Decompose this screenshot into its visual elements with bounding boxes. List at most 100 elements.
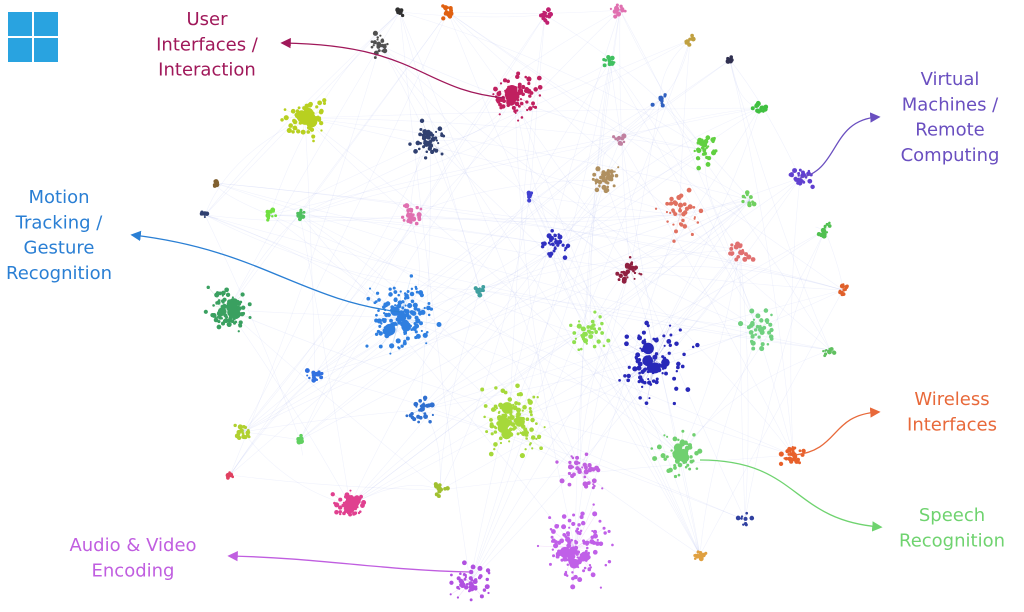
node <box>793 176 798 181</box>
node <box>530 417 535 423</box>
node <box>825 231 829 234</box>
node <box>528 443 532 446</box>
node <box>707 145 710 148</box>
node <box>543 426 546 429</box>
node <box>376 36 379 39</box>
node <box>304 103 310 109</box>
node <box>606 185 610 189</box>
node <box>487 571 491 575</box>
node <box>633 265 638 270</box>
edge <box>629 269 635 280</box>
node <box>502 78 508 83</box>
node <box>591 486 595 490</box>
node <box>433 482 438 487</box>
node <box>526 108 529 112</box>
node <box>714 149 718 153</box>
edge <box>419 329 591 411</box>
node <box>280 118 284 122</box>
node <box>297 217 302 222</box>
node <box>652 354 658 360</box>
node <box>594 330 598 335</box>
node <box>577 348 581 352</box>
node <box>628 255 632 259</box>
node <box>586 325 591 329</box>
edge <box>214 182 631 271</box>
node <box>239 300 243 304</box>
node <box>539 446 543 451</box>
node <box>679 222 684 227</box>
edge <box>554 199 751 246</box>
node <box>592 503 595 506</box>
node <box>750 106 755 111</box>
node <box>410 287 414 291</box>
node <box>397 346 400 349</box>
node <box>414 315 419 320</box>
edge <box>824 222 830 231</box>
edge <box>579 469 595 487</box>
node <box>681 218 685 223</box>
node <box>317 116 322 121</box>
node <box>529 91 534 95</box>
node <box>763 104 769 110</box>
node <box>587 463 592 468</box>
node <box>404 203 410 209</box>
arrow <box>794 407 881 456</box>
edge <box>529 194 794 456</box>
node <box>607 559 612 564</box>
node <box>581 466 584 469</box>
edge <box>529 99 661 196</box>
node <box>206 285 210 290</box>
node <box>690 37 694 41</box>
node <box>678 328 682 332</box>
node <box>590 572 596 578</box>
node <box>827 224 832 228</box>
node <box>643 338 646 342</box>
node <box>767 330 772 335</box>
edge <box>604 179 746 521</box>
edge <box>379 44 761 331</box>
node <box>506 79 510 83</box>
node <box>789 173 794 178</box>
node <box>470 578 474 582</box>
node <box>742 256 748 262</box>
node <box>578 531 582 536</box>
node <box>801 170 805 175</box>
arrow <box>130 230 401 313</box>
edge <box>399 249 741 319</box>
node <box>638 371 641 375</box>
node <box>549 238 553 243</box>
node <box>664 371 668 376</box>
node <box>592 344 597 349</box>
node <box>296 211 300 216</box>
node <box>382 318 387 324</box>
node <box>753 328 758 332</box>
node <box>520 116 524 119</box>
node <box>567 471 572 476</box>
node <box>574 337 577 340</box>
node <box>396 304 400 308</box>
edge <box>675 204 681 216</box>
node <box>604 563 608 567</box>
node <box>516 392 521 397</box>
edge <box>314 14 546 376</box>
node <box>673 212 678 217</box>
edge <box>229 214 411 476</box>
node <box>583 484 589 489</box>
node <box>582 462 587 468</box>
node <box>435 139 439 142</box>
node <box>413 401 419 407</box>
edge <box>739 249 749 521</box>
node <box>524 433 529 437</box>
node <box>662 334 666 338</box>
edge <box>214 182 741 251</box>
node <box>746 254 752 260</box>
hub-node <box>397 311 407 322</box>
node <box>588 334 594 339</box>
node <box>220 317 224 320</box>
edge <box>269 214 656 361</box>
node <box>601 170 606 175</box>
node <box>659 98 662 102</box>
node <box>217 319 221 324</box>
node <box>768 322 773 327</box>
edge <box>629 269 844 291</box>
